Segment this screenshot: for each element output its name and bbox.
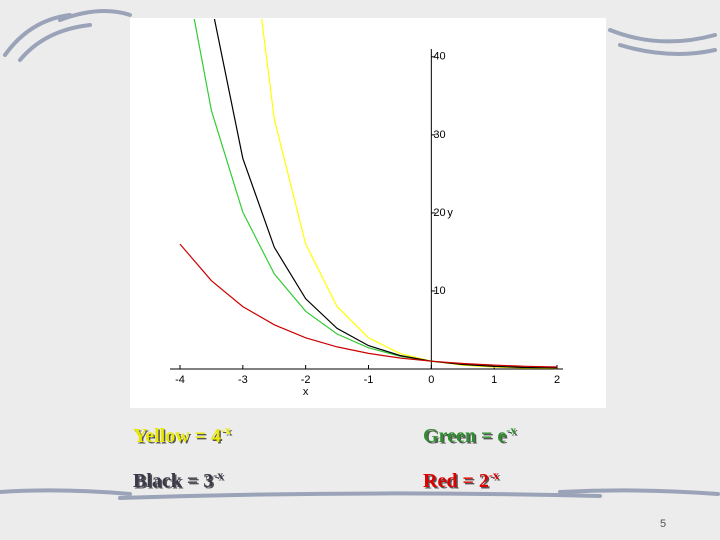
x-tick-label: -3 (238, 374, 248, 386)
legend-entry: Red = 2-x (423, 468, 499, 492)
legend-exponent: -x (223, 425, 233, 439)
legend-exponent: -x (506, 423, 516, 437)
legend-label: Black = 3 (133, 470, 213, 492)
legend-entry: Yellow = 4-x (133, 423, 231, 447)
legend-entry: Black = 3-x (135, 470, 225, 494)
plot-area (130, 18, 606, 408)
series-line (213, 19, 558, 369)
legend-label: Green = e (423, 425, 506, 447)
legend-label: Yellow = 4 (133, 425, 221, 447)
legend-exponent: -x (213, 468, 223, 482)
series-line (179, 243, 558, 368)
legend-label: Red = 2 (423, 470, 489, 492)
x-tick-label: 0 (428, 374, 434, 386)
legend-exponent: -x (489, 468, 499, 482)
legend-entry: Black = 3-x (133, 468, 223, 492)
y-tick-label: 10 (433, 285, 445, 297)
legend-entry: Red = 2-x (425, 470, 501, 494)
y-tick-label: 20 (433, 207, 445, 219)
legend-exponent: -x (221, 423, 231, 437)
decoration (0, 9, 720, 500)
y-tick-label: 30 (433, 129, 445, 141)
y-axis-label: y (447, 207, 453, 219)
legend-entry: Green = e-x (423, 423, 516, 447)
page-number: 5 (660, 518, 666, 530)
legend-label: Yellow = 4 (135, 427, 223, 449)
y-tick-label: 40 (433, 51, 445, 63)
chart: -4 -3 -2 -1 0 1 2 10 20 30 40 x y (170, 19, 563, 398)
plot-lines (179, 19, 558, 370)
legend-exponent: -x (215, 470, 225, 484)
x-tick-label: -1 (364, 374, 374, 386)
legend-entry: Green = e-x (425, 425, 518, 449)
legend-label: Green = e (425, 427, 508, 449)
x-tick-label: 1 (491, 374, 497, 386)
legend-label: Red = 2 (425, 472, 491, 494)
x-tick-label: -2 (301, 374, 311, 386)
legend-exponent: -x (490, 470, 500, 484)
x-tick-label: -4 (175, 374, 185, 386)
x-tick-label: 2 (554, 374, 560, 386)
legend-label: Black = 3 (135, 472, 215, 494)
legend-entry: Yellow = 4-x (135, 425, 233, 449)
x-axis-label: x (303, 386, 309, 398)
legend-exponent: -x (508, 425, 518, 439)
